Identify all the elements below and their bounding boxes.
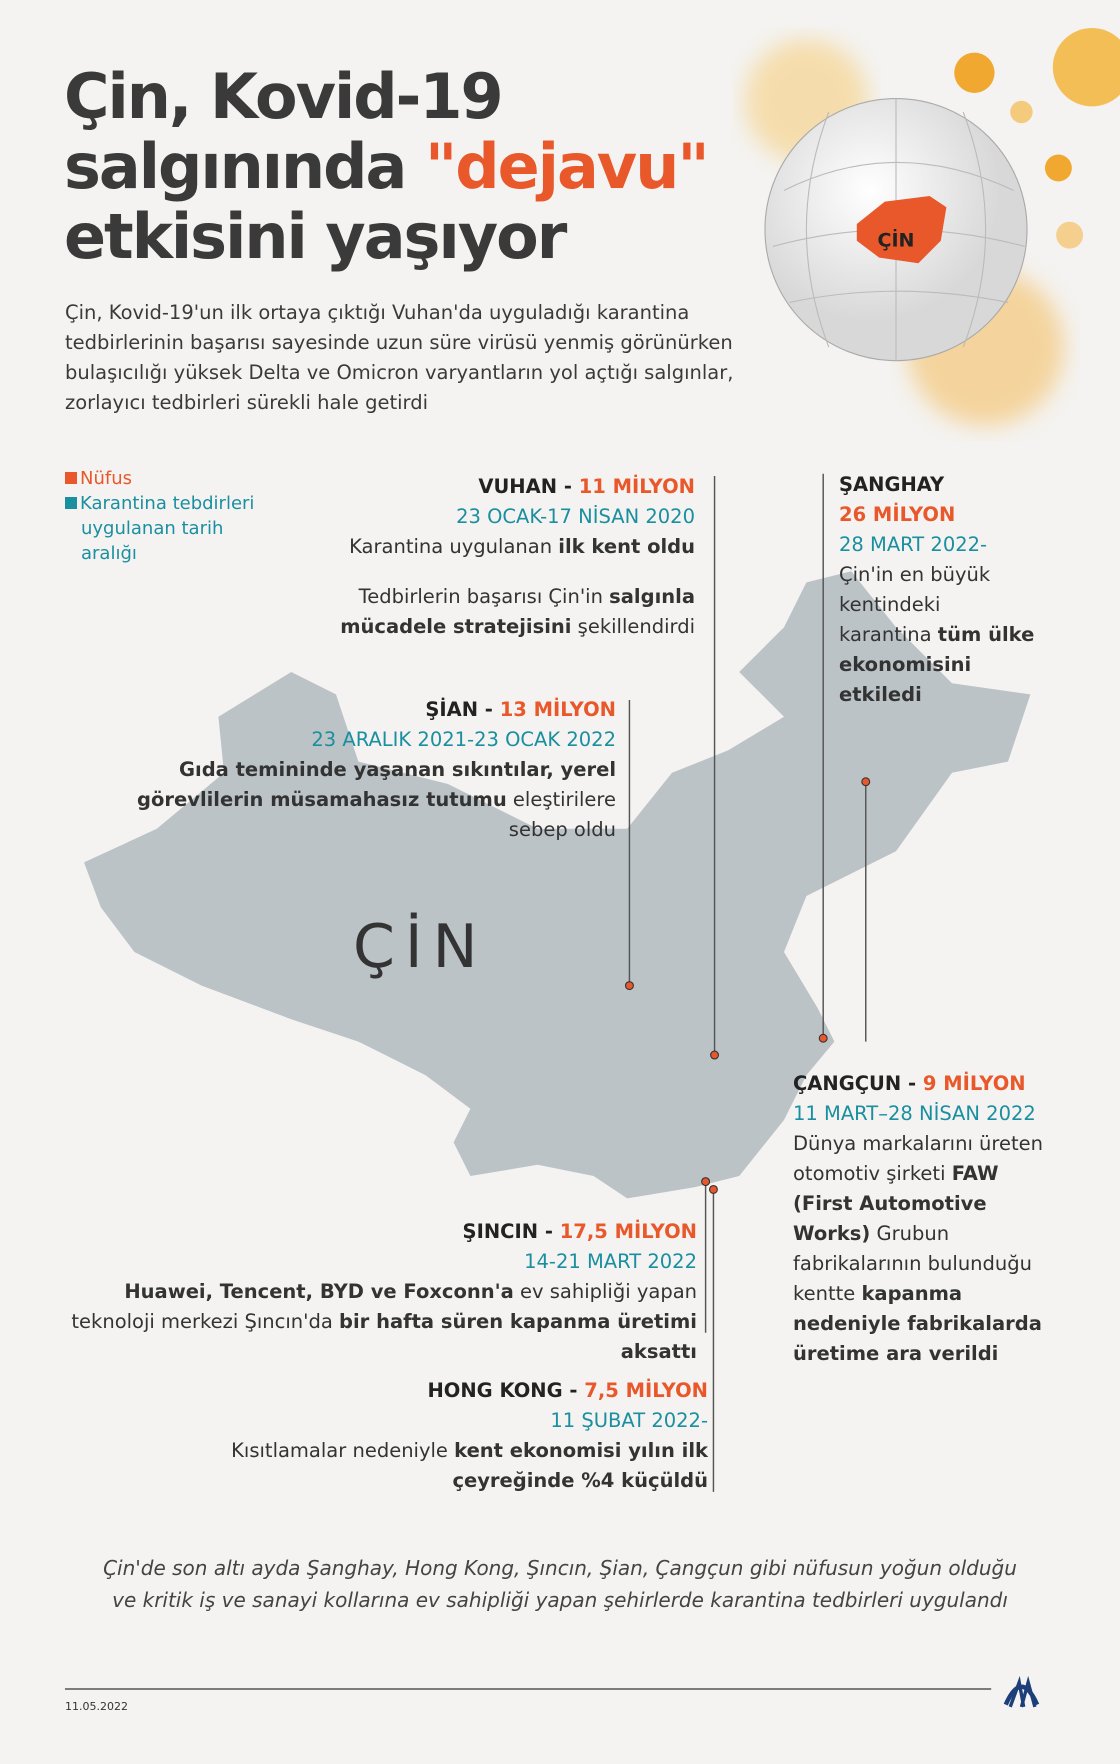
city-markers bbox=[624, 777, 871, 1194]
city-block-sincin: ŞINCIN - 17,5 MİLYON 14-21 MART 2022 Hua… bbox=[71, 1220, 697, 1363]
footer-note: Çin'de son altı ayda Şanghay, Hong Kong,… bbox=[103, 1556, 1017, 1612]
marker-hongkong bbox=[708, 1184, 718, 1194]
intro-text: Çin, Kovid-19'un ilk ortaya çıktığı Vuha… bbox=[65, 301, 734, 414]
china-map bbox=[84, 571, 1031, 1199]
city-block-sanghay: ŞANGHAY 26 MİLYON 28 MART 2022- Çin'in e… bbox=[839, 473, 1035, 706]
map-label: ÇİN bbox=[353, 912, 488, 982]
city-block-hongkong: HONG KONG - 7,5 MİLYON 11 ŞUBAT 2022- Kı… bbox=[231, 1379, 708, 1492]
legend: Nüfus Karantina tebdirleri uygulanan tar… bbox=[65, 466, 254, 566]
city-block-vuhan: VUHAN - 11 MİLYON 23 OCAK-17 NİSAN 2020 … bbox=[340, 475, 695, 638]
marker-cangcun bbox=[861, 777, 871, 787]
aa-logo-icon bbox=[1003, 1675, 1040, 1708]
globe bbox=[764, 98, 1028, 362]
marker-vuhan bbox=[710, 1050, 720, 1060]
city-block-sian: ŞİAN - 13 MİLYON 23 ARALIK 2021-23 OCAK … bbox=[137, 698, 616, 841]
page-title: Çin, Kovid-19 salgınında "dejavu" etkisi… bbox=[64, 60, 710, 273]
leader-lines bbox=[64, 473, 992, 1690]
city-block-cangcun: ÇANGÇUN - 9 MİLYON 11 MART–28 NİSAN 2022… bbox=[793, 1072, 1044, 1365]
marker-sanghay bbox=[818, 1033, 828, 1043]
publish-date: 11.05.2022 bbox=[65, 1700, 128, 1713]
marker-sincin bbox=[701, 1177, 711, 1187]
marker-sian bbox=[624, 981, 634, 991]
globe-label: ÇİN bbox=[878, 227, 915, 251]
population-swatch bbox=[65, 472, 77, 484]
china-highlight bbox=[856, 196, 947, 264]
dates-swatch bbox=[65, 497, 77, 509]
